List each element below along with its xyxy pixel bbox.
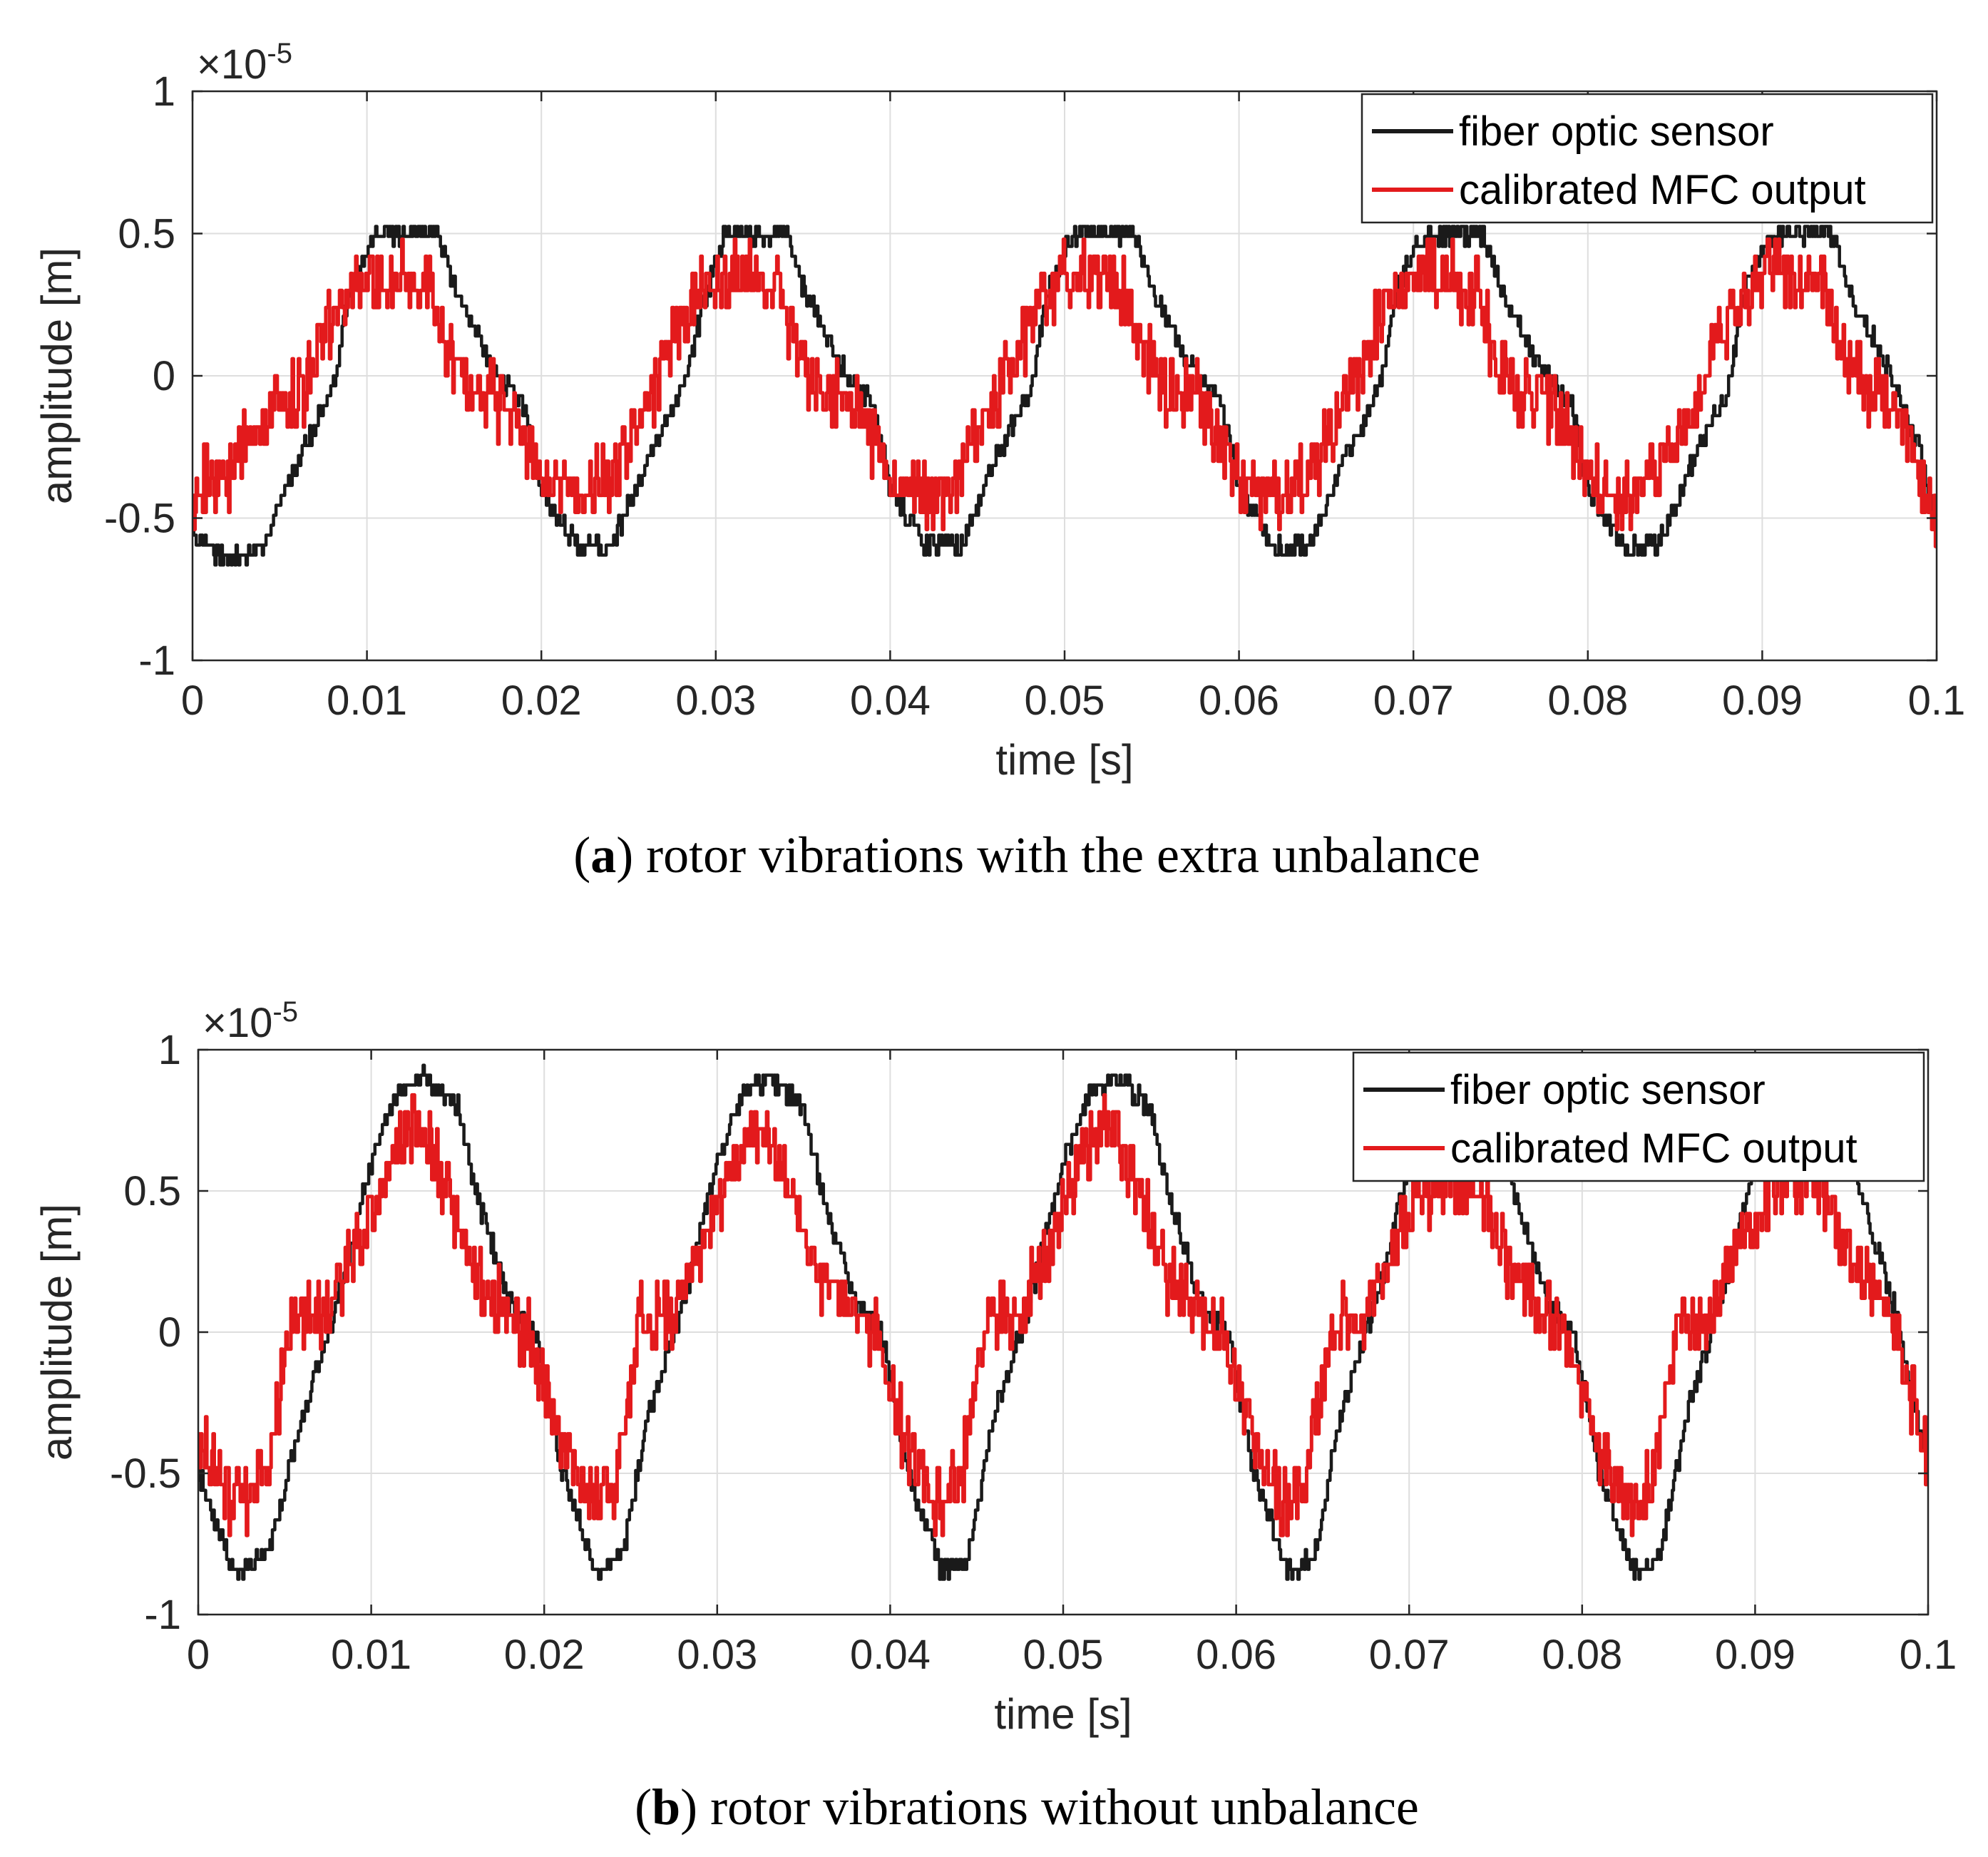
panel-b-y-tick-label: -1 — [144, 1592, 181, 1638]
panel-a-series-calibrated-mfc-output — [193, 237, 1937, 548]
panel-b-x-tick-label: 0.02 — [504, 1632, 585, 1678]
panel-b-legend-box — [1352, 1051, 1925, 1182]
panel-a-x-tick-label: 0.06 — [1199, 677, 1279, 724]
panel-b-x-tick-label: 0.04 — [850, 1632, 931, 1678]
panel-a-y-tick-label: -0.5 — [104, 496, 175, 542]
panel-b-chart: 0 0.01 0.02 0.03 0.04 0.05 0.06 0.07 0.08 0.09 0.1… — [33, 996, 1957, 1836]
panel-a-legend: fiber optic sensor calibrated MFC output — [1361, 93, 1934, 224]
panel-b-x-tick-label: 0.05 — [1023, 1632, 1104, 1678]
panel-b-x-tick-label: 0.1 — [1900, 1632, 1957, 1678]
panel-a-x-tick-label: 0.08 — [1547, 677, 1628, 724]
panel-a-x-ticks: 0 0.01 0.02 0.03 0.04 0.05 0.06 0.07 0.08 0.09 0.1 — [181, 91, 1965, 724]
panel-b-x-ticks: 0 0.01 0.02 0.03 0.04 0.05 0.06 0.07 0.08 0.09 0.1 — [187, 1050, 1957, 1678]
panel-b-legend-label-fiber: fiber optic sensor — [1450, 1067, 1766, 1113]
panel-a-y-tick-label: 1 — [153, 68, 175, 115]
panel-b-y-axis-title: amplitude [m] — [33, 1204, 81, 1460]
panel-b-series — [198, 1063, 1928, 1581]
panel-a-y-tick-label: 0.5 — [118, 211, 175, 257]
panel-a-x-tick-label: 0.01 — [327, 677, 407, 724]
panel-a-y-ticks: -1 -0.5 0 0.5 1 — [104, 68, 1937, 684]
panel-b-x-tick-label: 0.06 — [1196, 1632, 1276, 1678]
panel-a-legend-label-fiber: fiber optic sensor — [1459, 108, 1774, 155]
panel-a-x-tick-label: 0.02 — [501, 677, 582, 724]
panel-b-y-multiplier: ×10-5 — [203, 996, 298, 1046]
panel-b-caption: (b) rotor vibrations without unbalance — [635, 1779, 1419, 1836]
panel-a-legend-box — [1361, 93, 1934, 224]
panel-a-x-tick-label: 0.03 — [675, 677, 756, 724]
panel-b-y-tick-label: 0.5 — [123, 1168, 181, 1214]
panel-b-y-tick-label: 0 — [158, 1309, 181, 1356]
panel-b-y-ticks: -1 -0.5 0 0.5 1 — [110, 1027, 1928, 1638]
panel-b-x-tick-label: 0.08 — [1542, 1632, 1622, 1678]
panel-b-legend: fiber optic sensor calibrated MFC output — [1352, 1051, 1925, 1182]
panel-b-x-tick-label: 0.07 — [1369, 1632, 1450, 1678]
panel-a-x-tick-label: 0.07 — [1373, 677, 1454, 724]
panel-b-series-calibrated-mfc-output — [198, 1093, 1928, 1538]
panel-b-series-fiber-optic-sensor — [198, 1063, 1928, 1581]
panel-a-x-tick-label: 0.05 — [1025, 677, 1105, 724]
panel-a-x-tick-label: 0 — [181, 677, 204, 724]
panel-b-x-axis-title: time [s] — [994, 1690, 1132, 1738]
panel-b-legend-label-mfc: calibrated MFC output — [1450, 1125, 1858, 1172]
panel-a-caption: (a) rotor vibrations with the extra unba… — [573, 827, 1480, 884]
panel-a-series — [193, 225, 1937, 567]
panel-a-x-tick-label: 0.04 — [850, 677, 931, 724]
panel-b-y-tick-label: -0.5 — [110, 1451, 181, 1497]
panel-a-x-tick-label: 0.09 — [1722, 677, 1803, 724]
panel-b-x-tick-label: 0.09 — [1715, 1632, 1795, 1678]
panel-b-x-tick-label: 0.03 — [677, 1632, 757, 1678]
panel-a-x-axis-title: time [s] — [995, 736, 1133, 784]
panel-a-y-axis-title: amplitude [m] — [33, 247, 81, 504]
panel-a-chart: 0 0.01 0.02 0.03 0.04 0.05 0.06 0.07 0.08 0.09 0.1… — [33, 38, 1965, 884]
panel-a-x-tick-label: 0.1 — [1908, 677, 1966, 724]
panel-b-y-tick-label: 1 — [158, 1027, 181, 1073]
panel-a-legend-label-mfc: calibrated MFC output — [1459, 167, 1866, 213]
panel-b-x-tick-label: 0.01 — [331, 1632, 411, 1678]
panel-a-y-tick-label: -1 — [138, 638, 175, 684]
panel-a-y-tick-label: 0 — [153, 353, 175, 399]
panel-a-y-multiplier: ×10-5 — [197, 38, 292, 88]
panel-b-x-tick-label: 0 — [187, 1632, 210, 1678]
